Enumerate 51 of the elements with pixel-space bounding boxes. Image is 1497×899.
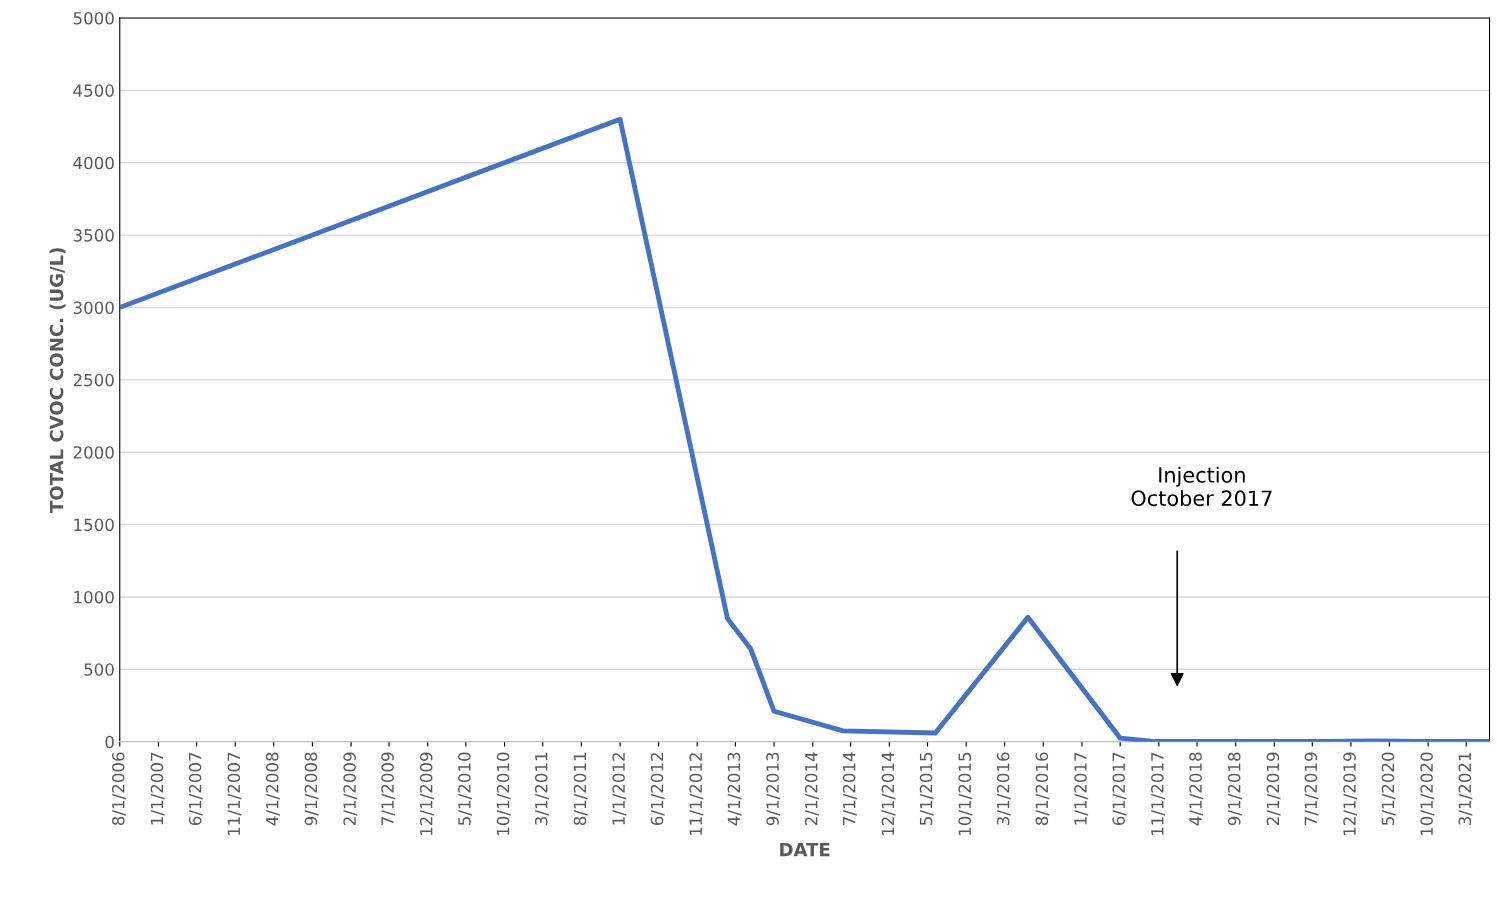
x-tick-label: 7/1/2009 bbox=[381, 752, 396, 825]
x-tick-label: 9/1/2018 bbox=[1227, 752, 1242, 826]
y-tick-label: 3000 bbox=[73, 301, 114, 315]
x-tick-label: 2/1/2009 bbox=[343, 752, 358, 826]
x-tick-label: 5/1/2010 bbox=[458, 752, 473, 825]
y-tick-label: 3500 bbox=[73, 229, 114, 242]
x-tick-label: 3/1/2021 bbox=[1458, 752, 1473, 825]
x-tick-label: 8/1/2006 bbox=[111, 752, 126, 826]
y-tick-label: 0 bbox=[105, 735, 114, 749]
x-tick-label: 8/1/2016 bbox=[1035, 752, 1050, 826]
annotation: Injection October 2017 bbox=[1131, 466, 1272, 507]
x-tick-label: 7/1/2019 bbox=[1304, 752, 1319, 825]
x-tick-label: 4/1/2008 bbox=[265, 752, 280, 826]
y-tick-label: 5000 bbox=[73, 11, 114, 25]
x-tick-label: 6/1/2007 bbox=[188, 752, 203, 826]
x-tick-label: 10/1/2010 bbox=[496, 752, 511, 836]
x-tick-label: 6/1/2017 bbox=[1112, 752, 1127, 826]
y-tick-label: 2500 bbox=[73, 373, 114, 387]
y-tick-label: 500 bbox=[84, 663, 114, 676]
x-tick-label: 5/1/2015 bbox=[919, 752, 934, 825]
x-tick-label: 11/1/2017 bbox=[1151, 752, 1165, 836]
x-tick-label: 1/1/2017 bbox=[1074, 752, 1089, 825]
line-series bbox=[119, 116, 1490, 742]
x-tick-label: 9/1/2008 bbox=[304, 752, 319, 826]
y-axis-title: TOTAL CVOC CONC. (UG/L) bbox=[49, 248, 66, 513]
x-tick-label: 4/1/2013 bbox=[727, 752, 742, 826]
x-tick-label: 11/1/2007 bbox=[227, 752, 242, 836]
x-tick-label: 2/1/2019 bbox=[1266, 752, 1281, 826]
x-tick-label: 10/1/2020 bbox=[1420, 752, 1435, 836]
y-tick-label: 1000 bbox=[74, 590, 114, 604]
x-tick-label: 11/1/2012 bbox=[689, 753, 704, 836]
x-tick-label: 12/1/2019 bbox=[1343, 752, 1358, 836]
x-tick-label: 9/1/2013 bbox=[766, 752, 781, 826]
x-tick-label: 2/1/2014 bbox=[804, 752, 819, 826]
y-tick-label: 1500 bbox=[74, 518, 114, 532]
x-tick-label: 6/1/2012 bbox=[650, 753, 665, 826]
x-axis-title: DATE bbox=[780, 842, 830, 857]
y-tick-label: 4000 bbox=[73, 156, 114, 170]
x-tick-label: 7/1/2014 bbox=[842, 752, 857, 825]
x-tick-label: 10/1/2015 bbox=[958, 752, 973, 836]
x-tick-label: 3/1/2016 bbox=[996, 752, 1011, 825]
x-tick-label: 8/1/2011 bbox=[573, 752, 588, 826]
x-tick-label: 5/1/2020 bbox=[1381, 752, 1396, 825]
x-tick-label: 1/1/2012 bbox=[612, 753, 627, 825]
x-tick-label: 12/1/2014 bbox=[881, 752, 896, 836]
y-tick-label: 4500 bbox=[73, 84, 114, 97]
x-tick-label: 1/1/2007 bbox=[150, 752, 165, 825]
x-tick-label: 4/1/2018 bbox=[1189, 752, 1204, 826]
x-tick-label: 3/1/2011 bbox=[534, 752, 549, 825]
y-tick-label: 2000 bbox=[73, 446, 114, 459]
x-tick-label: 12/1/2009 bbox=[419, 752, 434, 836]
